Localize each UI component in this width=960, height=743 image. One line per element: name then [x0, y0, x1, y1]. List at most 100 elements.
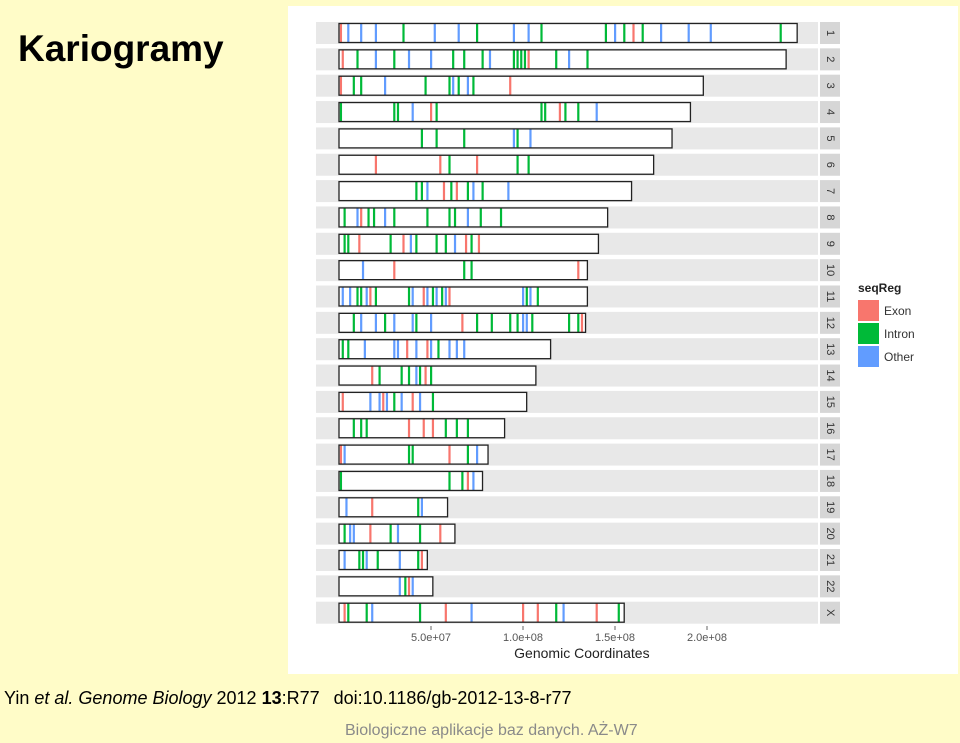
- chromosome-X: [339, 603, 625, 623]
- region-mark: [476, 23, 479, 43]
- strip-label-16: 16: [824, 422, 836, 434]
- chromosome-18: [339, 471, 483, 491]
- region-mark: [347, 603, 350, 623]
- region-mark: [339, 76, 343, 96]
- region-mark: [463, 49, 466, 69]
- chromosome-7: [339, 181, 632, 201]
- region-mark: [352, 418, 355, 438]
- region-mark: [577, 260, 580, 280]
- region-mark: [415, 234, 418, 254]
- region-mark: [464, 234, 468, 254]
- region-mark: [356, 287, 359, 306]
- region-mark: [343, 603, 346, 623]
- strip-11: [820, 285, 840, 308]
- citation-volume: 13: [261, 688, 282, 708]
- legend-label-exon: Exon: [884, 304, 911, 318]
- region-mark: [430, 49, 433, 69]
- region-mark: [481, 181, 484, 201]
- region-mark: [374, 49, 377, 69]
- x-tick-label: 1.5e+08: [595, 632, 635, 644]
- region-mark: [520, 49, 523, 69]
- legend-label-other: Other: [884, 350, 914, 364]
- chromosome-outline-15: [338, 391, 528, 413]
- region-mark: [365, 550, 368, 570]
- region-mark: [393, 392, 396, 412]
- region-mark: [439, 524, 442, 544]
- region-mark: [448, 207, 451, 227]
- region-mark: [522, 603, 525, 623]
- region-mark: [525, 313, 528, 333]
- region-mark: [341, 49, 344, 69]
- region-mark: [396, 524, 400, 544]
- citation-year: 2012: [216, 688, 257, 708]
- chromosome-6: [339, 155, 654, 175]
- region-mark: [444, 287, 447, 306]
- region-mark: [540, 23, 543, 43]
- region-mark: [463, 128, 466, 148]
- region-mark: [363, 339, 366, 359]
- strip-label-2: 2: [824, 56, 836, 62]
- region-mark: [374, 155, 377, 175]
- strip-label-15: 15: [824, 396, 836, 408]
- chromosome-outline-X: [338, 602, 625, 623]
- region-mark: [564, 102, 567, 122]
- region-mark: [341, 287, 344, 306]
- region-mark: [339, 471, 343, 491]
- region-mark: [516, 128, 519, 148]
- region-mark: [437, 339, 440, 359]
- region-mark: [411, 313, 414, 333]
- region-mark: [367, 207, 370, 227]
- region-mark: [422, 418, 425, 438]
- region-mark: [516, 313, 519, 333]
- region-mark: [463, 339, 466, 359]
- region-mark: [525, 287, 528, 306]
- citation-article: :R77: [281, 688, 320, 708]
- region-mark: [415, 366, 418, 386]
- citation-etal: et al.: [34, 688, 74, 708]
- region-mark: [433, 23, 436, 43]
- region-mark: [347, 234, 350, 254]
- region-mark: [352, 76, 355, 96]
- region-mark: [455, 181, 458, 201]
- region-mark: [374, 287, 377, 306]
- region-mark: [407, 366, 411, 386]
- region-mark: [415, 313, 418, 333]
- chromosome-2: [339, 49, 787, 69]
- region-mark: [411, 392, 414, 412]
- strip-9: [820, 232, 840, 255]
- region-mark: [430, 102, 433, 122]
- region-mark: [339, 102, 343, 122]
- chromosome-outline-22: [338, 576, 434, 597]
- region-mark: [349, 287, 352, 306]
- region-mark: [512, 49, 515, 69]
- chromosome-outline-20: [338, 523, 456, 544]
- chromosome-outline-10: [338, 259, 589, 281]
- region-mark: [544, 102, 547, 122]
- region-mark: [407, 445, 411, 465]
- region-mark: [365, 418, 368, 438]
- region-mark: [499, 207, 503, 227]
- region-mark: [536, 603, 539, 623]
- region-mark: [479, 207, 482, 227]
- strip-20: [820, 522, 840, 545]
- region-mark: [339, 23, 343, 43]
- strip-label-3: 3: [824, 83, 836, 89]
- region-mark: [415, 181, 418, 201]
- region-mark: [466, 445, 469, 465]
- region-mark: [604, 23, 607, 43]
- strip-label-21: 21: [824, 554, 836, 566]
- region-mark: [527, 155, 530, 175]
- region-mark: [512, 128, 515, 148]
- strip-17: [820, 443, 840, 466]
- region-mark: [420, 497, 423, 517]
- region-mark: [568, 49, 571, 69]
- region-mark: [466, 181, 469, 201]
- region-mark: [779, 23, 782, 43]
- chromosome-outline-12: [338, 312, 587, 334]
- chromosome-outline-17: [338, 444, 489, 465]
- region-mark: [516, 49, 519, 69]
- region-mark: [452, 49, 455, 69]
- region-mark: [441, 287, 444, 306]
- region-mark: [444, 234, 447, 254]
- strip-label-14: 14: [824, 369, 836, 381]
